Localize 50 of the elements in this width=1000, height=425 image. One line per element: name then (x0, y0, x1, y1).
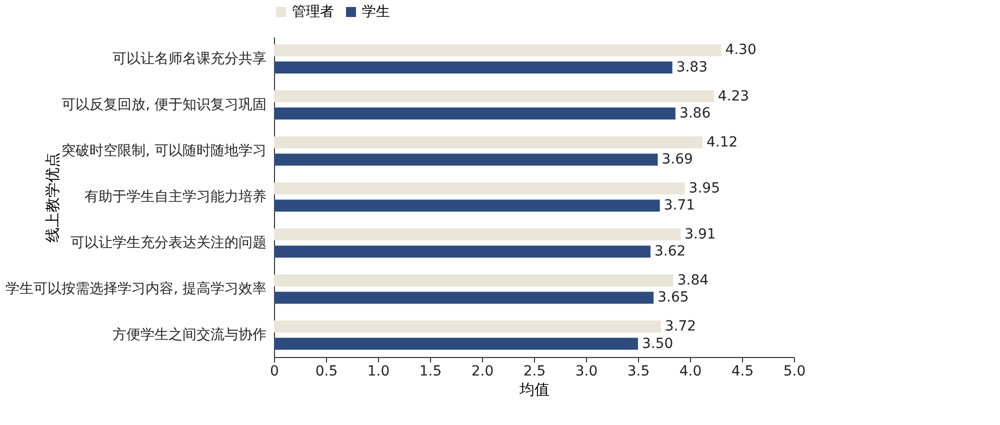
x-axis-title: 均值 (518, 380, 550, 398)
data-label: 4.23 (718, 88, 750, 104)
x-tick-label: 3.0 (575, 364, 598, 380)
bar (274, 228, 681, 240)
bar (274, 246, 650, 258)
bar (274, 90, 714, 102)
y-tick-label: 可以反复回放, 便于知识复习巩固 (62, 96, 266, 113)
y-tick-label: 突破时空限制, 可以随时随地学习 (62, 142, 266, 159)
bar (274, 320, 661, 332)
data-label: 3.65 (658, 290, 689, 306)
x-tick-label: 2.5 (523, 364, 546, 380)
data-label: 4.30 (725, 42, 756, 58)
x-tick-label: 2.0 (471, 364, 494, 380)
y-tick-label: 有助于学生自主学习能力培养 (84, 189, 266, 205)
x-tick-label: 0 (270, 364, 279, 380)
y-tick-label: 可以让学生充分表达关注的问题 (70, 235, 266, 252)
x-tick-label: 0.5 (315, 364, 338, 380)
bar (274, 154, 658, 166)
x-tick-label: 5.0 (783, 364, 806, 380)
y-tick-label: 方便学生之间交流与协作 (112, 327, 266, 344)
bar (274, 44, 722, 56)
data-label: 3.95 (688, 180, 720, 196)
data-label: 3.83 (676, 60, 708, 76)
x-tick-label: 4.0 (679, 364, 702, 380)
bar (274, 182, 685, 194)
data-label: 3.86 (679, 106, 711, 122)
data-label: 3.91 (684, 226, 716, 242)
legend-label: 管理者 (292, 4, 334, 20)
x-tick-label: 1.0 (367, 364, 390, 380)
bar (274, 274, 674, 286)
bar (274, 108, 676, 120)
y-tick-label: 可以让名师名课充分共享 (112, 50, 266, 67)
y-axis-title: 线上教学优点 (44, 152, 62, 242)
data-label: 3.84 (677, 272, 709, 288)
y-tick-label: 学生可以按需选择学习内容, 提高学习效率 (6, 281, 266, 298)
data-label: 3.72 (664, 318, 696, 334)
data-label: 4.12 (706, 134, 738, 150)
bar (274, 338, 638, 350)
data-label: 3.69 (662, 152, 693, 168)
bar (274, 62, 672, 74)
x-tick-label: 4.5 (731, 364, 754, 380)
data-label: 3.62 (654, 244, 686, 260)
bar (274, 200, 660, 212)
x-tick-label: 3.5 (627, 364, 650, 380)
data-label: 3.50 (642, 336, 674, 352)
legend-label: 学生 (362, 4, 390, 20)
x-tick-label: 1.5 (419, 364, 442, 380)
bar (274, 292, 654, 304)
bar (274, 136, 702, 148)
data-label: 3.71 (664, 198, 696, 214)
